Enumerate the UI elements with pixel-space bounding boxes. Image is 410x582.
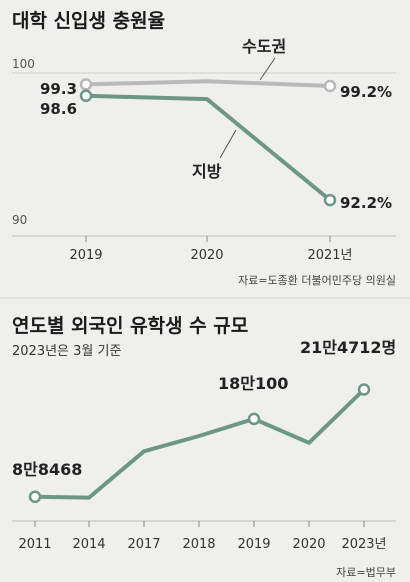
x-ticks	[85, 236, 331, 242]
x-tick-label: 2011	[18, 537, 51, 552]
data-label: 99.3	[40, 80, 77, 98]
chart-title: 연도별 외국인 유학생 수 규모	[12, 315, 248, 337]
x-tick-label: 2014	[72, 537, 105, 552]
chart-subtitle: 2023년은 3월 기준	[12, 344, 121, 359]
series-label-regional: 지방	[192, 162, 222, 181]
x-tick-label: 2020	[190, 248, 223, 263]
y-tick-label: 100	[12, 57, 35, 71]
data-label: 99.2%	[340, 83, 392, 101]
data-label: 18만100	[218, 374, 288, 393]
x-ticks: 2011 2014 2017 2018 2019 2020 2023년	[18, 521, 387, 552]
x-tick-label: 2020	[292, 537, 325, 552]
source-note: 자료=도종환 더불어민주당 의원실	[238, 274, 396, 287]
data-point	[79, 78, 93, 91]
data-point	[323, 193, 337, 207]
x-tick-label: 2023년	[341, 537, 386, 552]
series-label-capital-area: 수도권	[242, 37, 286, 56]
data-label: 98.6	[40, 100, 77, 118]
legend-leader-line	[259, 57, 276, 81]
data-markers	[79, 78, 337, 207]
x-tick-label: 2017	[127, 537, 160, 552]
chart-enrollment-rate: 대학 신입생 충원율 100 90 2019 2020 2021년 99.3 9…	[12, 10, 396, 287]
x-tick-label: 2018	[182, 537, 215, 552]
y-tick-label: 90	[12, 213, 27, 227]
series-line-capital-area	[85, 79, 331, 88]
data-label: 92.2%	[340, 194, 392, 212]
data-label: 21만4712명	[300, 338, 396, 357]
data-point	[323, 79, 337, 93]
series-line-students	[34, 388, 366, 500]
x-tick-label: 2019	[69, 248, 102, 263]
data-point	[357, 383, 371, 396]
data-markers	[28, 383, 371, 504]
chart-title: 대학 신입생 충원율	[12, 10, 165, 32]
x-tick-label: 2019	[237, 537, 270, 552]
series-line-regional	[85, 93, 332, 202]
x-tick-label: 2021년	[307, 248, 352, 263]
source-note: 자료=법무부	[336, 566, 396, 579]
data-point	[247, 412, 261, 426]
legend-leader-line	[219, 129, 237, 159]
chart-foreign-students: 연도별 외국인 유학생 수 규모 2023년은 3월 기준 2011 2014 20…	[12, 315, 396, 579]
data-point	[28, 490, 42, 504]
data-label: 8만8468	[12, 460, 82, 479]
data-point	[79, 89, 93, 103]
